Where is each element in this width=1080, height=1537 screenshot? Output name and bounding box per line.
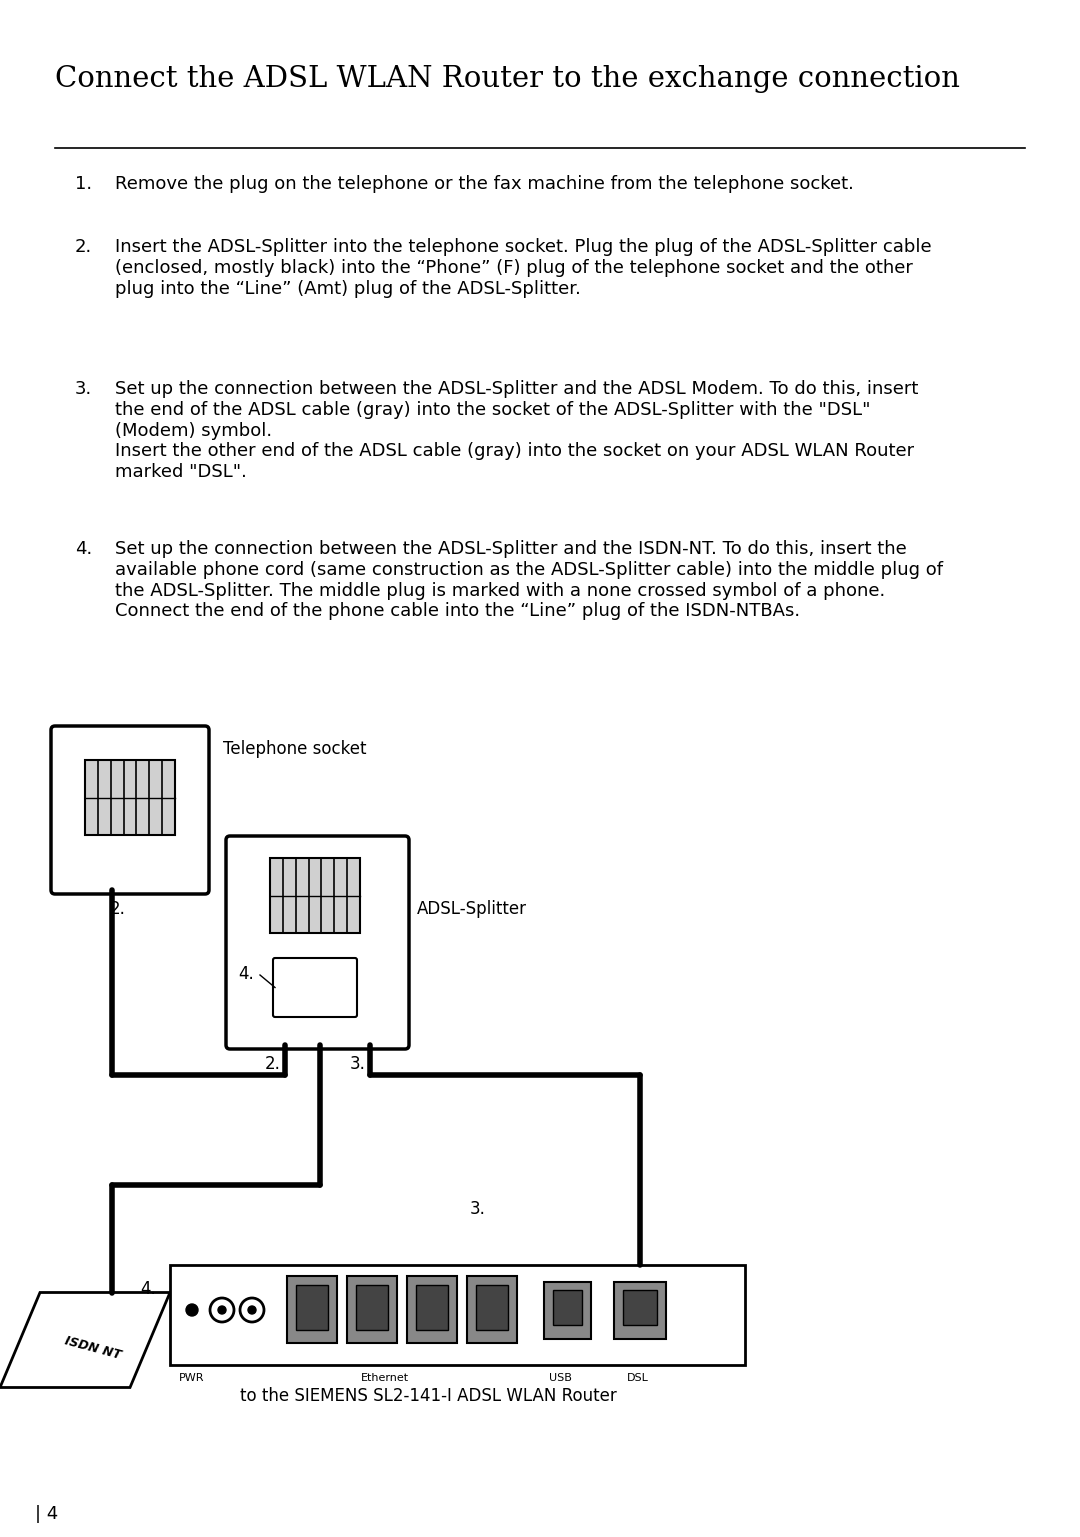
Text: 2.: 2. — [110, 901, 126, 918]
Text: Set up the connection between the ADSL-Splitter and the ISDN-NT. To do this, ins: Set up the connection between the ADSL-S… — [114, 539, 943, 621]
FancyBboxPatch shape — [467, 1276, 517, 1343]
Text: DSL: DSL — [627, 1373, 649, 1383]
Text: 3.: 3. — [75, 380, 92, 398]
Text: to the SIEMENS SL2-141-I ADSL WLAN Router: to the SIEMENS SL2-141-I ADSL WLAN Route… — [240, 1386, 617, 1405]
Circle shape — [248, 1306, 256, 1314]
Text: 2.: 2. — [75, 238, 92, 257]
Text: PWR: PWR — [179, 1373, 205, 1383]
Bar — [170, 1265, 745, 1365]
FancyBboxPatch shape — [615, 1282, 666, 1339]
FancyBboxPatch shape — [347, 1276, 397, 1343]
Text: Ethernet: Ethernet — [361, 1373, 409, 1383]
FancyBboxPatch shape — [226, 836, 409, 1048]
Bar — [623, 1290, 657, 1325]
Text: 4.: 4. — [238, 965, 254, 984]
FancyBboxPatch shape — [287, 1276, 337, 1343]
Text: 3.: 3. — [470, 1200, 486, 1217]
Text: Telephone socket: Telephone socket — [222, 739, 366, 758]
Polygon shape — [0, 1293, 170, 1388]
Text: Set up the connection between the ADSL-Splitter and the ADSL Modem. To do this, : Set up the connection between the ADSL-S… — [114, 380, 918, 481]
Text: Remove the plug on the telephone or the fax machine from the telephone socket.: Remove the plug on the telephone or the … — [114, 175, 854, 194]
FancyBboxPatch shape — [273, 958, 357, 1017]
Text: 4.: 4. — [75, 539, 92, 558]
Text: | 4: | 4 — [35, 1505, 58, 1523]
Text: 2.: 2. — [265, 1054, 281, 1073]
Text: ISDN NT: ISDN NT — [64, 1334, 123, 1362]
Text: USB: USB — [549, 1373, 571, 1383]
Bar — [476, 1285, 508, 1330]
FancyBboxPatch shape — [407, 1276, 457, 1343]
Text: Insert the ADSL-Splitter into the telephone socket. Plug the plug of the ADSL-Sp: Insert the ADSL-Splitter into the teleph… — [114, 238, 932, 298]
Bar — [553, 1290, 582, 1325]
FancyBboxPatch shape — [51, 725, 210, 895]
Text: ADSL-Splitter: ADSL-Splitter — [417, 901, 527, 918]
FancyBboxPatch shape — [544, 1282, 591, 1339]
Bar — [416, 1285, 448, 1330]
Bar — [296, 1285, 328, 1330]
Bar — [270, 858, 360, 933]
Text: 3.: 3. — [350, 1054, 366, 1073]
Bar — [85, 759, 175, 835]
Bar — [356, 1285, 388, 1330]
Text: 1.: 1. — [75, 175, 92, 194]
Circle shape — [218, 1306, 226, 1314]
Text: 4.: 4. — [140, 1280, 156, 1299]
Text: Connect the ADSL WLAN Router to the exchange connection: Connect the ADSL WLAN Router to the exch… — [55, 65, 960, 94]
Circle shape — [186, 1303, 198, 1316]
